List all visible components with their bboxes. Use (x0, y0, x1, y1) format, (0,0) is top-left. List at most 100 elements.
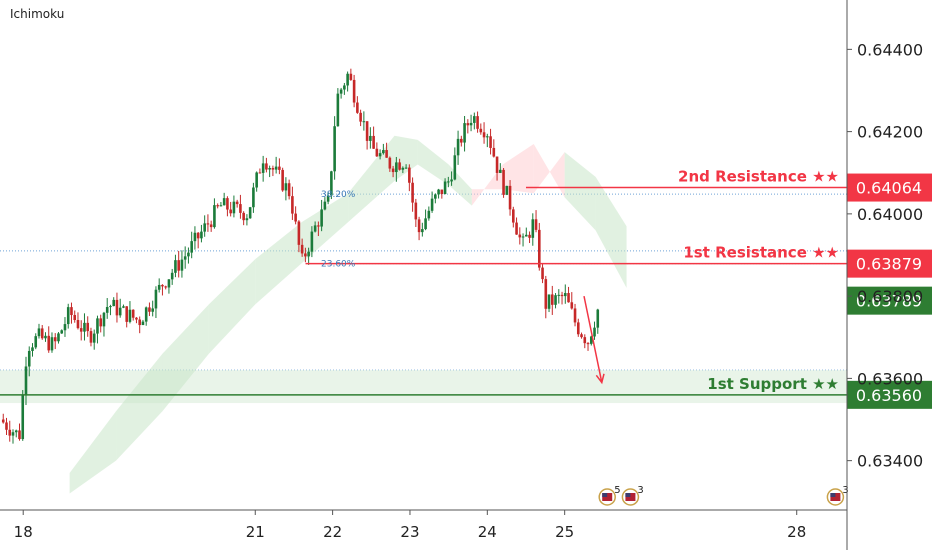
cloud-segment (595, 176, 627, 288)
candle-body (53, 337, 57, 342)
candle-body (63, 324, 67, 331)
candle-body (125, 306, 129, 322)
candle-body (57, 333, 60, 342)
candle-body (333, 126, 336, 172)
candle-body (297, 221, 301, 245)
candle-body (414, 202, 418, 220)
candle-body (450, 179, 453, 182)
event-count: 3 (637, 485, 643, 496)
candle-body (278, 166, 281, 170)
candle-body (570, 302, 574, 309)
candle-body (343, 85, 346, 90)
candle-body (50, 337, 54, 351)
candle-body (482, 132, 486, 138)
candle-body (521, 236, 525, 238)
candle-body (505, 185, 509, 195)
candle-body (313, 225, 317, 232)
candle-body (180, 259, 184, 271)
y-tick-label: 0.63600 (857, 369, 923, 388)
candle-body (170, 272, 174, 280)
candle-body (11, 432, 15, 436)
candle-body (66, 307, 70, 325)
candle-body (190, 241, 193, 253)
candle-body (167, 279, 171, 288)
candle-body (148, 307, 151, 312)
candle-body (382, 150, 385, 154)
candle-body (261, 163, 265, 173)
candle-body (281, 169, 284, 191)
candle-body (1, 419, 5, 423)
price-badge (847, 249, 932, 278)
ichimoku-cloud (69, 135, 627, 494)
price-badge-label: 0.63879 (856, 255, 922, 274)
candle-body (154, 289, 158, 309)
candle-body (596, 309, 600, 328)
candle-body (27, 350, 31, 367)
price-badge (847, 173, 932, 202)
candle-body (37, 328, 41, 337)
cloud-segment (533, 143, 565, 198)
candle-body (557, 294, 561, 296)
candle-body (268, 168, 271, 170)
candle-body (323, 201, 327, 210)
cloud-segment (348, 135, 395, 223)
candle-body (378, 153, 382, 157)
candle-body (44, 335, 47, 339)
candle-body (550, 294, 554, 305)
candle-body (427, 210, 431, 219)
candle-body (47, 335, 51, 351)
y-tick-label: 0.63400 (857, 452, 923, 471)
candle-body (174, 260, 177, 273)
candle-body (502, 169, 505, 195)
candle-body (326, 195, 330, 202)
candle-body (531, 219, 535, 238)
candle-body (89, 331, 93, 343)
candle-body (499, 169, 502, 173)
candle-body (349, 73, 353, 80)
candle-body (60, 330, 64, 334)
candle-body (508, 185, 512, 210)
candle-body (255, 172, 258, 188)
candles (1, 68, 600, 444)
candle-body (187, 252, 190, 257)
candle-body (203, 223, 206, 232)
x-tick-label: 23 (400, 523, 419, 541)
candle-body (144, 307, 148, 322)
candle-body (274, 166, 278, 170)
candle-body (434, 194, 437, 199)
candle-body (200, 231, 203, 239)
candle-body (96, 318, 99, 334)
annotations: 38.20% 23.60% 5 3 3 (321, 190, 849, 506)
candle-body (235, 201, 239, 205)
candle-body (463, 123, 466, 143)
event-count: 5 (614, 485, 620, 496)
candle-body (76, 320, 80, 329)
x-tick-label: 18 (14, 523, 33, 541)
candle-body (271, 168, 275, 170)
candle-body (222, 198, 226, 206)
candle-body (437, 189, 440, 195)
x-tick-label: 24 (478, 523, 497, 541)
candle-body (401, 167, 405, 170)
candle-body (352, 79, 356, 103)
candle-body (131, 309, 135, 318)
x-tick-label: 22 (323, 523, 342, 541)
event-count: 3 (842, 485, 848, 496)
cloud-segment (564, 152, 596, 231)
candle-body (138, 319, 141, 326)
candle-body (216, 205, 219, 207)
candle-body (456, 138, 460, 156)
cloud-segment (162, 304, 209, 412)
candle-body (258, 172, 262, 174)
candle-body (447, 181, 450, 183)
candle-body (528, 234, 531, 238)
candle-body (388, 157, 392, 169)
x-tick-label: 28 (787, 523, 806, 541)
candle-body (476, 116, 479, 129)
candle-body (554, 295, 557, 305)
candle-body (213, 205, 216, 228)
candle-body (395, 162, 398, 173)
price-badge-label: 0.63560 (856, 386, 922, 405)
